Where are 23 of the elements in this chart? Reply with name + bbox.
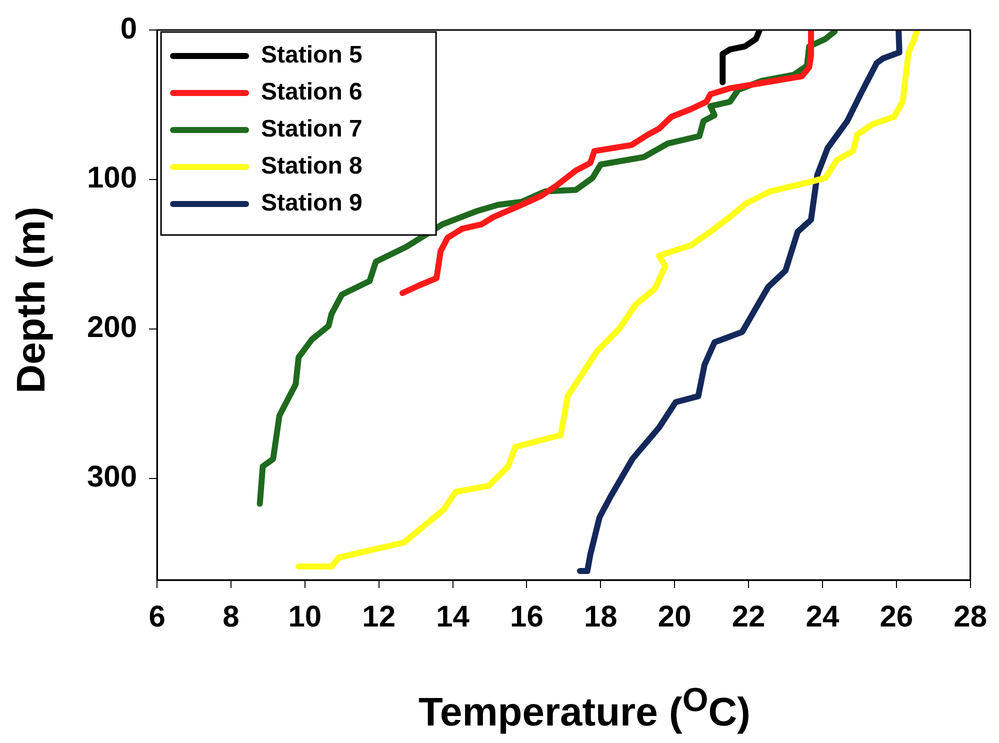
legend-label: Station 5 <box>261 42 362 69</box>
y-axis-title: Depth (m) <box>10 206 54 394</box>
x-tick-label: 26 <box>880 600 914 634</box>
y-tick-label: 100 <box>86 162 138 195</box>
legend-label: Station 9 <box>261 190 362 217</box>
x-tick-label: 14 <box>436 600 470 634</box>
y-tick-label: 200 <box>86 311 138 344</box>
x-tick-label: 12 <box>362 600 396 634</box>
y-tick-label: 300 <box>86 460 138 494</box>
legend-label: Station 6 <box>261 78 362 106</box>
x-tick-label: 10 <box>288 600 322 634</box>
x-tick-label: 16 <box>510 600 544 634</box>
x-axis-title: Temperature ($^{O}$C) <box>418 682 752 735</box>
x-tick-label: 18 <box>584 600 618 634</box>
x-tick-label: 28 <box>954 600 988 634</box>
y-tick-label: 0 <box>120 12 138 46</box>
x-tick-label: 24 <box>806 600 840 634</box>
x-tick-label: 8 <box>222 600 240 634</box>
legend-label: Station 8 <box>261 152 362 180</box>
x-tick-label: 20 <box>658 600 692 634</box>
x-tick-label: 22 <box>732 600 766 634</box>
x-tick-label: 6 <box>148 600 166 634</box>
legend-label: Station 7 <box>261 116 362 143</box>
